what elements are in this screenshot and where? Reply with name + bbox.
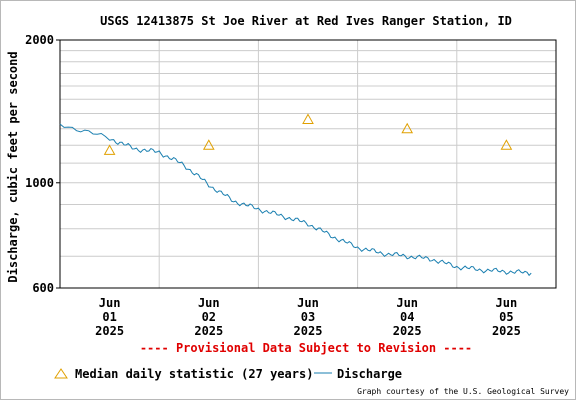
- median-marker: [202, 139, 215, 150]
- y-tick-label: 600: [32, 281, 54, 295]
- x-tick-label-day: Jun: [297, 296, 319, 310]
- x-tick-label-day: Jun: [99, 296, 121, 310]
- median-marker: [302, 113, 314, 124]
- y-tick-labels: 2000 1000 600: [25, 33, 60, 295]
- x-tick-label-year: 2025: [95, 324, 124, 338]
- chart-title: USGS 12413875 St Joe River at Red Ives R…: [100, 14, 512, 28]
- x-tick-label-year: 2025: [393, 324, 422, 338]
- x-tick-label-day: Jun: [496, 296, 518, 310]
- credit-text: Graph courtesy of the U.S. Geological Su…: [357, 387, 569, 396]
- x-tick-label-date: 03: [301, 310, 315, 324]
- plot-area-border: [59, 39, 557, 289]
- y-axis-label: Discharge, cubic feet per second: [6, 51, 20, 282]
- x-tick-label-date: 05: [499, 310, 513, 324]
- x-tick-labels: Jun012025Jun022025Jun032025Jun042025Jun0…: [95, 296, 521, 338]
- discharge-line: [59, 123, 532, 277]
- x-tick-label-year: 2025: [294, 324, 323, 338]
- provisional-note: ---- Provisional Data Subject to Revisio…: [140, 341, 472, 355]
- x-tick-label-day: Jun: [396, 296, 418, 310]
- median-marker: [500, 139, 513, 150]
- x-tick-label-year: 2025: [492, 324, 521, 338]
- x-tick-label-date: 01: [102, 310, 116, 324]
- grid-lines: [60, 40, 556, 288]
- y-tick-label: 2000: [25, 33, 54, 47]
- y-tick-label: 1000: [25, 176, 54, 190]
- x-tick-label-date: 02: [202, 310, 216, 324]
- legend-median-label: Median daily statistic (27 years): [75, 367, 313, 381]
- legend-discharge-label: Discharge: [337, 367, 402, 381]
- legend-median-marker: [54, 368, 68, 379]
- x-tick-label-day: Jun: [198, 296, 220, 310]
- x-tick-label-date: 04: [400, 310, 414, 324]
- x-tick-label-year: 2025: [194, 324, 223, 338]
- series-layer: [59, 113, 532, 277]
- median-marker: [401, 122, 414, 134]
- median-marker: [103, 144, 116, 155]
- legend: Median daily statistic (27 years) Discha…: [54, 367, 402, 381]
